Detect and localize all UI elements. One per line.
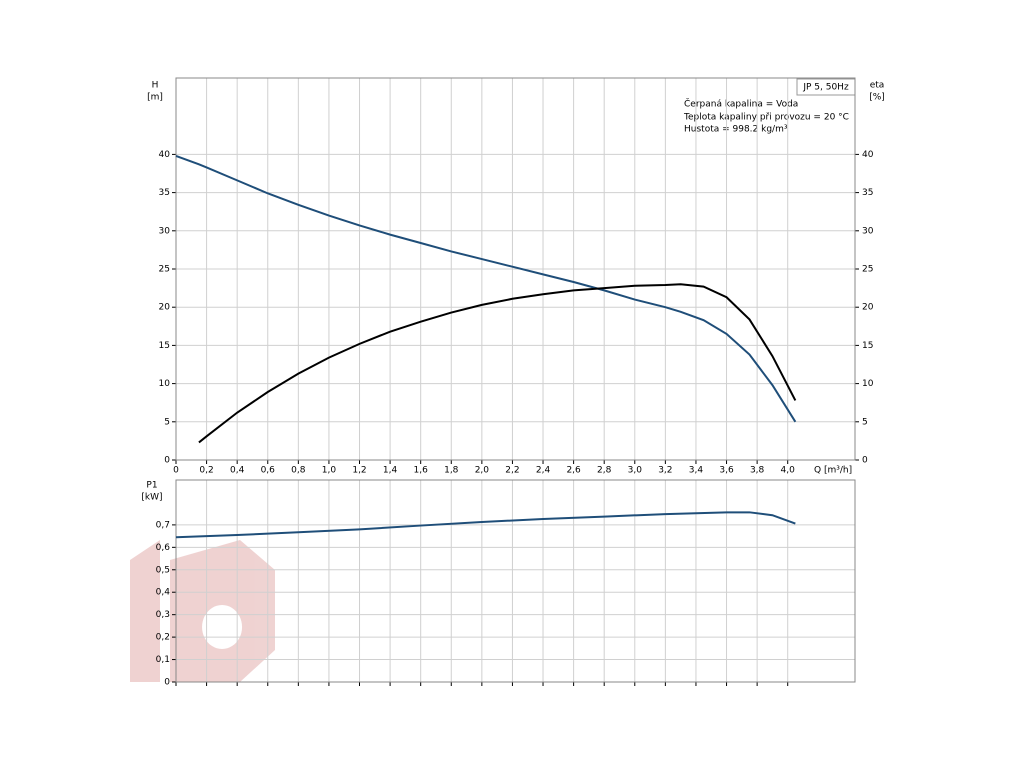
y-tick-label: 0 bbox=[164, 678, 170, 688]
legend-text: JP 5, 50Hz bbox=[802, 83, 849, 93]
annotation: Teplota kapaliny při provozu = 20 °C bbox=[683, 113, 849, 123]
y2-tick-label: 0 bbox=[862, 456, 868, 466]
x-tick-label: 0,4 bbox=[230, 466, 245, 476]
x-tick-label: 1,4 bbox=[383, 466, 398, 476]
y2-tick-label: 10 bbox=[862, 379, 874, 389]
y-tick-label: 35 bbox=[159, 188, 170, 198]
x-tick-label: 2,6 bbox=[566, 466, 581, 476]
x-tick-label: 0,6 bbox=[261, 466, 276, 476]
y2-tick-label: 35 bbox=[862, 188, 873, 198]
x-tick-label: 3,6 bbox=[719, 466, 734, 476]
annotation: Čerpaná kapalina = Voda bbox=[684, 98, 798, 110]
y-tick-label: 0,3 bbox=[156, 610, 170, 620]
y-tick-label: 40 bbox=[159, 150, 171, 160]
annotation: Hustota = 998.2 kg/m³ bbox=[684, 125, 788, 135]
x-tick-label: 0 bbox=[173, 466, 179, 476]
y2-unit: [%] bbox=[869, 93, 885, 103]
y-tick-label: 10 bbox=[159, 379, 171, 389]
curve bbox=[175, 154, 797, 423]
y-unit: [m] bbox=[147, 93, 163, 103]
x-tick-label: 3,0 bbox=[628, 466, 643, 476]
x-tick-label: 1,0 bbox=[322, 466, 337, 476]
x-tick-label: 2,8 bbox=[597, 466, 612, 476]
y2-tick-label: 20 bbox=[862, 303, 874, 313]
y2-tick-label: 40 bbox=[862, 150, 874, 160]
y-tick-label: 25 bbox=[159, 265, 170, 275]
x-tick-label: 2,2 bbox=[505, 466, 519, 476]
y-tick-label: 0,5 bbox=[156, 565, 170, 575]
x-tick-label: 1,8 bbox=[444, 466, 459, 476]
x-label: Q [m³/h] bbox=[814, 466, 852, 476]
y-tick-label: 0,2 bbox=[156, 633, 170, 643]
y-tick-label: 0,6 bbox=[156, 543, 171, 553]
y-tick-label: 0,1 bbox=[156, 655, 170, 665]
y2-tick-label: 25 bbox=[862, 265, 873, 275]
x-tick-label: 2,4 bbox=[536, 466, 551, 476]
x-tick-label: 1,6 bbox=[414, 466, 429, 476]
x-tick-label: 0,2 bbox=[199, 466, 213, 476]
y-tick-label: 0,7 bbox=[156, 520, 170, 530]
y2-tick-label: 30 bbox=[862, 226, 874, 236]
x-tick-label: 2,0 bbox=[475, 466, 490, 476]
plot-frame bbox=[175, 479, 856, 683]
y-unit: [kW] bbox=[141, 493, 162, 503]
y2-tick-label: 5 bbox=[862, 417, 868, 427]
y2-tick-label: 15 bbox=[862, 341, 873, 351]
x-tick-label: 3,4 bbox=[689, 466, 704, 476]
x-tick-label: 0,8 bbox=[291, 466, 306, 476]
curve bbox=[175, 511, 796, 539]
x-tick-label: 4,0 bbox=[781, 466, 796, 476]
curve bbox=[198, 283, 797, 444]
y-label: P1 bbox=[146, 481, 157, 491]
y-tick-label: 30 bbox=[159, 226, 171, 236]
y-tick-label: 0,4 bbox=[156, 588, 171, 598]
y-tick-label: 20 bbox=[159, 303, 171, 313]
plot-frame bbox=[175, 77, 856, 461]
y-tick-label: 15 bbox=[159, 341, 170, 351]
y-tick-label: 0 bbox=[164, 456, 170, 466]
x-tick-label: 1,2 bbox=[352, 466, 366, 476]
y-tick-label: 5 bbox=[164, 417, 170, 427]
y2-label: eta bbox=[870, 81, 885, 91]
x-tick-label: 3,2 bbox=[658, 466, 672, 476]
watermark-logo bbox=[130, 540, 275, 682]
x-tick-label: 3,8 bbox=[750, 466, 765, 476]
y-label: H bbox=[152, 81, 159, 91]
